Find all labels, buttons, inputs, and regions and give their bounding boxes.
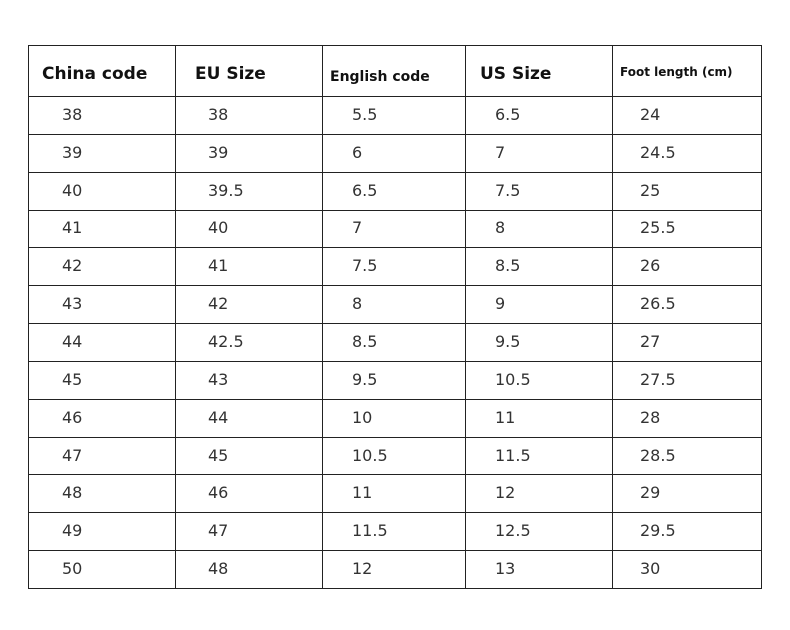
table-cell: 42 <box>62 256 83 276</box>
table-cell: 12 <box>352 559 373 579</box>
table-cell: 7 <box>352 218 363 238</box>
table-cell: 38 <box>208 104 229 124</box>
row-border <box>28 474 762 475</box>
table-cell: 48 <box>208 559 229 579</box>
row-border <box>28 172 762 173</box>
table-cell: 42 <box>208 294 229 314</box>
table-cell: 7.5 <box>352 256 378 276</box>
table-cell: 12.5 <box>495 521 531 541</box>
table-cell: 10.5 <box>495 369 531 389</box>
table-cell: 11 <box>495 407 516 427</box>
table-cell: 43 <box>208 369 229 389</box>
row-border <box>28 512 762 513</box>
row-border <box>28 588 762 589</box>
table-cell: 39 <box>62 142 83 162</box>
row-border <box>28 323 762 324</box>
table-cell: 6 <box>352 142 363 162</box>
table-cell: 24 <box>640 104 661 124</box>
table-cell: 41 <box>62 218 83 238</box>
table-cell: 9 <box>495 294 506 314</box>
table-cell: 47 <box>208 521 229 541</box>
row-border <box>28 285 762 286</box>
column-border <box>322 45 323 589</box>
table-cell: 47 <box>62 445 83 465</box>
table-cell: 29 <box>640 483 661 503</box>
table-cell: 8 <box>352 294 363 314</box>
table-cell: 44 <box>208 407 229 427</box>
column-header: EU Size <box>195 64 266 84</box>
table-cell: 5.5 <box>352 104 378 124</box>
table-cell: 11.5 <box>352 521 388 541</box>
table-cell: 6.5 <box>495 104 521 124</box>
table-cell: 41 <box>208 256 229 276</box>
row-border <box>28 361 762 362</box>
table-cell: 44 <box>62 332 83 351</box>
table-cell: 29.5 <box>640 521 676 541</box>
column-border <box>465 45 466 589</box>
table-cell: 10.5 <box>352 445 388 465</box>
row-border <box>28 210 762 211</box>
column-border <box>175 45 176 589</box>
table-cell: 25 <box>640 180 661 200</box>
row-border <box>28 399 762 400</box>
table-cell: 46 <box>208 483 229 503</box>
table-cell: 6.5 <box>352 180 378 200</box>
table-cell: 28.5 <box>640 445 676 465</box>
table-cell: 38 <box>62 104 83 124</box>
column-header: Foot length (cm) <box>620 65 733 79</box>
column-header: English code <box>330 69 430 85</box>
table-cell: 8 <box>495 218 506 238</box>
column-header: US Size <box>480 64 552 84</box>
table-cell: 40 <box>208 218 229 238</box>
row-border <box>28 247 762 248</box>
table-cell: 9.5 <box>352 369 378 389</box>
table-cell: 28 <box>640 407 661 427</box>
table-cell: 48 <box>62 483 83 503</box>
table-cell: 49 <box>62 521 83 541</box>
table-cell: 7 <box>495 142 506 162</box>
table-cell: 13 <box>495 559 516 579</box>
table-cell: 30 <box>640 559 661 579</box>
table-cell: 8.5 <box>352 332 378 351</box>
column-border <box>612 45 613 589</box>
table-cell: 26 <box>640 256 661 276</box>
table-cell: 45 <box>62 369 83 389</box>
row-border <box>28 134 762 135</box>
row-border <box>28 437 762 438</box>
table-cell: 25.5 <box>640 218 676 238</box>
column-header: China code <box>42 64 148 84</box>
column-border <box>28 45 29 589</box>
table-cell: 43 <box>62 294 83 314</box>
table-cell: 39.5 <box>208 180 244 200</box>
table-cell: 39 <box>208 142 229 162</box>
table-cell: 10 <box>352 407 373 427</box>
table-cell: 11.5 <box>495 445 531 465</box>
table-cell: 40 <box>62 180 83 200</box>
row-border <box>28 96 762 97</box>
column-border <box>761 45 762 589</box>
table-cell: 7.5 <box>495 180 521 200</box>
table-cell: 45 <box>208 445 229 465</box>
table-cell: 26.5 <box>640 294 676 314</box>
table-cell: 12 <box>495 483 516 503</box>
row-border <box>28 550 762 551</box>
table-cell: 42.5 <box>208 332 244 351</box>
table-cell: 27.5 <box>640 369 676 389</box>
row-border <box>28 45 762 46</box>
table-cell: 9.5 <box>495 332 521 351</box>
table-cell: 11 <box>352 483 373 503</box>
table-cell: 24.5 <box>640 142 676 162</box>
table-cell: 27 <box>640 332 661 351</box>
table-cell: 8.5 <box>495 256 521 276</box>
table-cell: 46 <box>62 407 83 427</box>
table-cell: 50 <box>62 559 83 579</box>
